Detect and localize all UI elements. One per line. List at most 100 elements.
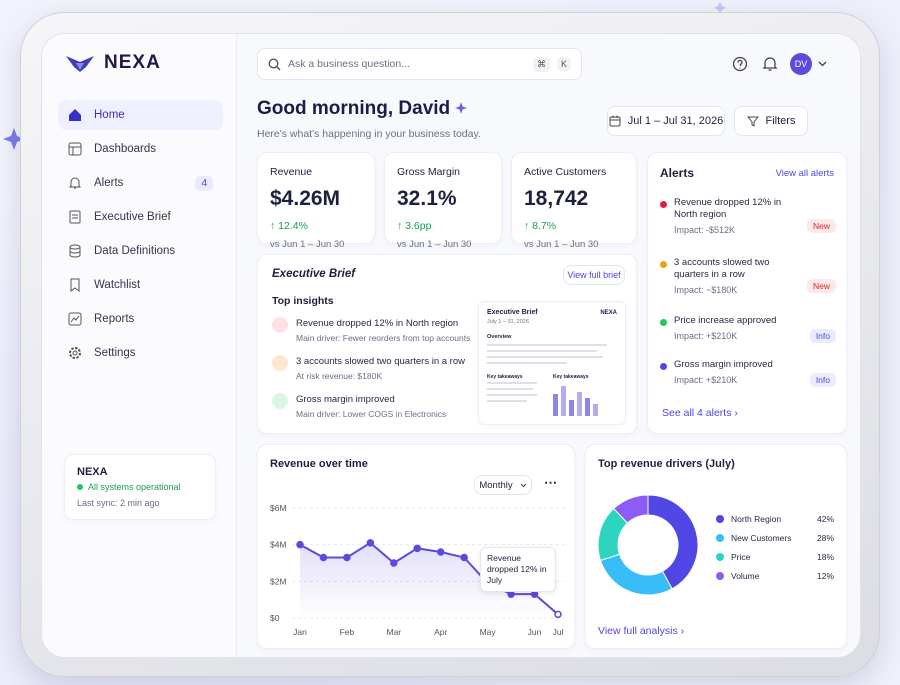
insights-title: Top insights — [272, 295, 334, 307]
x-tick-label: Feb — [340, 627, 355, 637]
nav-item[interactable]: Home — [58, 100, 223, 130]
nav-item[interactable]: Dashboards — [58, 134, 223, 164]
nav-icon — [68, 312, 82, 326]
data-point — [296, 540, 304, 549]
insight-item[interactable]: Gross margin improved Main driver: Lower … — [272, 393, 472, 433]
donut-slice — [647, 494, 699, 590]
sync-text: Last sync: 2 min ago — [77, 498, 160, 508]
nav-list: Home Dashboards Alerts 4 Executive Brief … — [58, 100, 223, 372]
view-all-alerts[interactable]: View all alerts — [775, 168, 834, 179]
legend-swatch — [716, 534, 724, 542]
value-label: 28% — [817, 533, 834, 543]
search-box[interactable]: Ask a business question... ⌘ K — [257, 48, 582, 80]
data-point — [343, 553, 351, 562]
preview-graphics — [487, 344, 607, 416]
chart-annotation: Revenue dropped 12% in July — [480, 547, 556, 592]
legend-label: Price — [731, 552, 751, 562]
data-point — [390, 559, 398, 567]
avatar[interactable]: DV — [790, 53, 812, 75]
alert-impact: Impact: +$210K — [674, 375, 738, 385]
nav-item[interactable]: Executive Brief — [58, 202, 223, 232]
greeting-subtitle: Here's what's happening in your business… — [257, 128, 481, 140]
status-line: All systems operational — [77, 482, 181, 492]
alert-item[interactable]: 3 accounts slowed two quarters in a row I… — [660, 257, 836, 313]
y-tick-label: $6M — [270, 503, 287, 513]
alert-dot — [660, 261, 667, 268]
insight-item[interactable]: Revenue dropped 12% in North region Main … — [272, 317, 472, 357]
nav-item[interactable]: Settings — [58, 338, 223, 368]
value-label: 12% — [817, 571, 834, 581]
more-button[interactable]: ⋯ — [544, 475, 557, 490]
alert-dot — [660, 319, 667, 326]
brief-title: Executive Brief — [272, 268, 356, 280]
insight-title: 3 accounts slowed two quarters in a row — [296, 356, 465, 367]
brand-name: NEXA — [104, 52, 161, 73]
alert-item[interactable]: Gross margin improved Impact: +$210K Info — [660, 359, 836, 415]
sparkle-icon — [455, 102, 468, 114]
search-icon — [268, 57, 281, 70]
alert-item[interactable]: Revenue dropped 12% in North region Impac… — [660, 197, 836, 253]
line-chart: $0 $2M $4M $6M Jan Feb Mar Apr May Jun Jul — [270, 503, 564, 637]
x-tick-label: Jan — [293, 627, 307, 637]
insight-detail: At risk revenue: $180K — [296, 371, 382, 381]
sparkle — [3, 128, 25, 150]
y-tick-label: $4M — [270, 540, 287, 550]
brief-preview[interactable]: Executive Brief July 1 – 31, 2026 NEXA O… — [478, 301, 626, 425]
alert-tag: Info — [809, 329, 836, 343]
nav-icon — [68, 142, 82, 156]
nav-item[interactable]: Reports — [58, 304, 223, 334]
kpi-change: ↑ 12.4% — [270, 220, 308, 232]
nav-item[interactable]: Watchlist — [58, 270, 223, 300]
insight-detail: Main driver: Lower COGS in Electronics — [296, 409, 447, 419]
x-tick-label: Jul — [553, 627, 564, 637]
nav-icon — [69, 210, 81, 224]
kpi-label: Gross Margin — [397, 166, 461, 178]
alert-impact: Impact: -$512K — [674, 225, 736, 235]
alert-dot — [660, 201, 667, 208]
data-point — [366, 539, 375, 547]
donut-chart: North Region 42% New Customers 28% Price 18% V… — [597, 494, 834, 596]
period-select[interactable]: Monthly — [474, 475, 532, 495]
nav-label: Alerts — [94, 177, 124, 189]
alert-tag: New — [806, 279, 836, 293]
filters-button[interactable]: Filters — [734, 106, 808, 136]
line — [299, 541, 559, 616]
logo[interactable]: NEXA — [66, 52, 161, 74]
preview-takeaways: Key takeaways — [487, 374, 523, 380]
x-tick-label: May — [480, 627, 497, 637]
insight-item[interactable]: 3 accounts slowed two quarters in a row A… — [272, 355, 472, 395]
insight-icon — [272, 393, 288, 409]
chevron — [520, 483, 526, 487]
x-tick-label: Jun — [528, 627, 542, 637]
alert-item[interactable]: Price increase approved Impact: +$210K Inf… — [660, 315, 836, 371]
x-tick-label: Apr — [434, 627, 447, 637]
help-icon[interactable] — [732, 56, 748, 72]
value-label: 18% — [817, 552, 834, 562]
app-screen: NEXA Home Dashboards Alerts 4 Executive B… — [41, 33, 861, 658]
kpi-label: Active Customers — [524, 166, 607, 178]
date-range-button[interactable]: Jul 1 – Jul 31, 2026 — [607, 106, 725, 136]
chevron[interactable] — [818, 61, 827, 67]
legend-label: North Region — [731, 514, 781, 524]
kpi-change-value: 3.6pp — [405, 220, 432, 232]
kpi-change: ↑ 8.7% — [524, 220, 557, 232]
kpi-change-value: 8.7% — [532, 220, 557, 232]
nav-label: Watchlist — [94, 279, 141, 291]
status-title: NEXA — [77, 466, 108, 478]
chart-title: Top revenue drivers (July) — [598, 458, 735, 470]
data-point — [460, 553, 468, 562]
nav-item[interactable]: Alerts 4 — [58, 168, 223, 198]
nav-label: Dashboards — [94, 143, 157, 155]
status-text: All systems operational — [88, 482, 181, 492]
nav-label: Executive Brief — [94, 211, 171, 223]
alert-impact: Impact: ~$180K — [674, 285, 738, 295]
data-point — [554, 610, 562, 619]
see-all-alerts[interactable]: See all 4 alerts › — [662, 407, 738, 419]
view-full-analysis[interactable]: View full analysis › — [598, 625, 685, 637]
logo-icon — [66, 56, 94, 72]
view-full-brief[interactable]: View full brief — [563, 265, 625, 285]
nav-item[interactable]: Data Definitions — [58, 236, 223, 266]
notification-icon[interactable] — [762, 56, 778, 72]
nav-icon — [69, 347, 81, 359]
